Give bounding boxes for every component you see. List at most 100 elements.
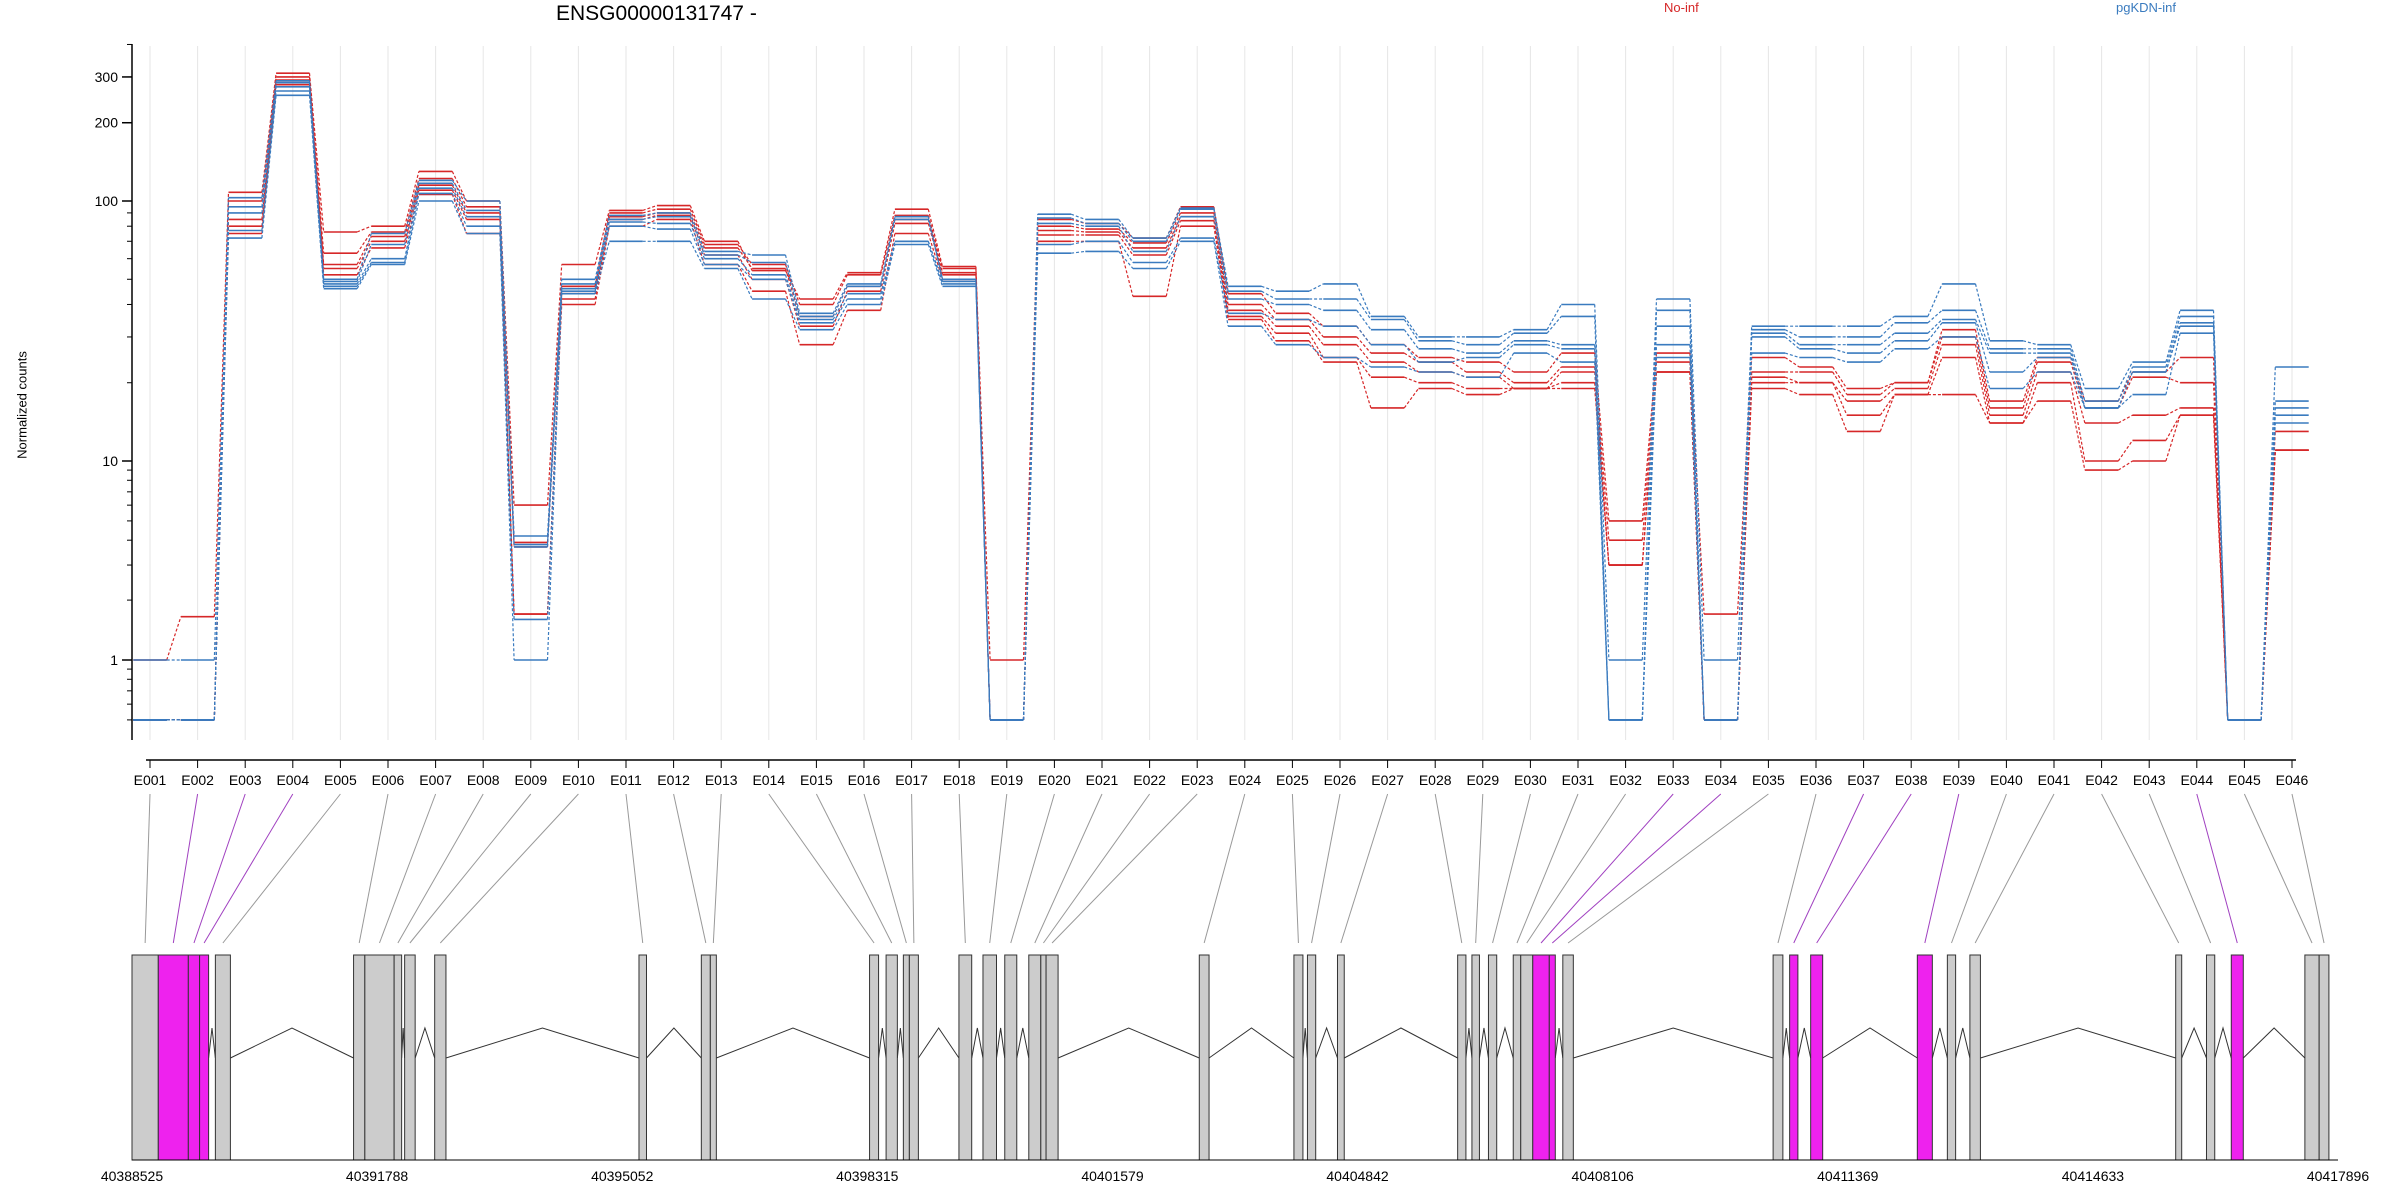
genomic-tick-label: 40417896 [2307, 1168, 2370, 1184]
intron [1797, 1027, 1812, 1059]
connector-E027 [1340, 793, 1389, 944]
exon-E003 [187, 954, 201, 1161]
connector-E020 [1010, 793, 1055, 944]
x-tick-label: E027 [1371, 772, 1404, 788]
connector-E007 [379, 793, 437, 944]
connector-E008 [397, 793, 484, 944]
exon-E007 [364, 954, 395, 1161]
intron [1315, 1026, 1338, 1059]
series-6 [133, 81, 2309, 721]
connector-E043 [2148, 793, 2212, 944]
x-tick-label: E002 [181, 772, 214, 788]
intron [2181, 1026, 2207, 1059]
series-4 [133, 83, 2309, 721]
genomic-axis: 40388525 40391788 40395052 40398315 40401579… [101, 1159, 2370, 1184]
genomic-tick-label: 40411369 [1817, 1168, 1878, 1184]
series-lines [133, 72, 2309, 721]
exon-E019 [982, 954, 997, 1161]
exon-E008 [393, 954, 403, 1161]
intron [1782, 1027, 1791, 1059]
x-tick-label: E043 [2133, 772, 2166, 788]
connector-E006 [358, 793, 389, 944]
connector-E010 [439, 793, 579, 944]
intron [230, 1027, 354, 1059]
series-connector [166, 80, 2276, 720]
exon-E034 [1548, 954, 1556, 1161]
intron [878, 1027, 887, 1059]
x-tick-label: E018 [943, 772, 976, 788]
x-tick-label: E030 [1514, 772, 1547, 788]
y-tick-label: 300 [95, 69, 119, 85]
connector-E034 [1551, 793, 1722, 944]
series-2 [133, 79, 2309, 721]
genomic-tick-label: 40398315 [836, 1168, 899, 1184]
connector-E011 [625, 793, 644, 944]
exon-E022 [1040, 954, 1047, 1161]
x-tick-label: E036 [1800, 772, 1833, 788]
x-tick-label: E028 [1419, 772, 1452, 788]
x-tick-label: E014 [752, 772, 785, 788]
exon-E046 [2318, 954, 2330, 1161]
connector-E009 [409, 793, 532, 944]
exon-E012 [700, 954, 711, 1161]
exon-E028 [1457, 954, 1467, 1161]
connector-E018 [958, 793, 966, 944]
x-tick-label: E006 [372, 772, 405, 788]
x-tick-label: E026 [1324, 772, 1357, 788]
intron [208, 1027, 216, 1059]
exon-E024 [1198, 954, 1210, 1161]
series-connector [166, 95, 2276, 721]
exon-E009 [404, 954, 416, 1161]
x-tick-label: E038 [1895, 772, 1928, 788]
x-tick-label: E005 [324, 772, 357, 788]
exon-E020 [1004, 954, 1018, 1161]
x-tick-label: E024 [1228, 772, 1261, 788]
genomic-tick-label: 40401579 [1081, 1168, 1144, 1184]
intron [646, 1027, 702, 1059]
x-tick-label: E003 [229, 772, 262, 788]
connector-E021 [1034, 793, 1103, 944]
series-step [133, 72, 2309, 721]
exon-E010 [434, 954, 447, 1161]
y-tick-label: 100 [95, 193, 119, 209]
series-step [133, 76, 2309, 721]
exon-E014 [869, 954, 880, 1161]
connector-E041 [1974, 793, 2055, 944]
exon-E015 [885, 954, 898, 1161]
connector-E001 [144, 793, 151, 944]
exon-E039 [1916, 954, 1933, 1161]
exon-E016 [902, 954, 910, 1161]
intron [1931, 1027, 1948, 1059]
connector-E004 [203, 793, 294, 944]
x-tick-label: E007 [419, 772, 452, 788]
series-step [133, 80, 2309, 721]
x-tick-label: E033 [1657, 772, 1690, 788]
connector-E035 [1567, 793, 1769, 944]
exon-E023 [1045, 954, 1059, 1161]
x-tick-label: E019 [990, 772, 1023, 788]
series-step [133, 86, 2309, 721]
connector-E005 [222, 793, 341, 944]
x-tick-label: E013 [705, 772, 738, 788]
exon-E025 [1293, 954, 1304, 1161]
intron [1980, 1027, 2176, 1059]
connector-E046 [2291, 793, 2325, 944]
x-tick-label: E009 [514, 772, 547, 788]
connector-E028 [1434, 793, 1463, 944]
genomic-tick-label: 40414633 [2062, 1168, 2125, 1184]
genomic-tick-label: 40395052 [591, 1168, 654, 1184]
connector-E022 [1043, 793, 1151, 944]
intron [401, 1027, 406, 1059]
x-tick-label: E021 [1086, 772, 1119, 788]
exon-E027 [1336, 954, 1345, 1161]
connector-E015 [815, 793, 893, 944]
connector-E029 [1475, 793, 1484, 944]
exon-E043 [2205, 954, 2216, 1161]
connector-E014 [768, 793, 875, 944]
exon-E002 [157, 954, 189, 1161]
x-tick-label: E010 [562, 772, 595, 788]
intron [1465, 1027, 1473, 1059]
intron [1554, 1027, 1564, 1059]
exon-E036 [1772, 954, 1784, 1161]
